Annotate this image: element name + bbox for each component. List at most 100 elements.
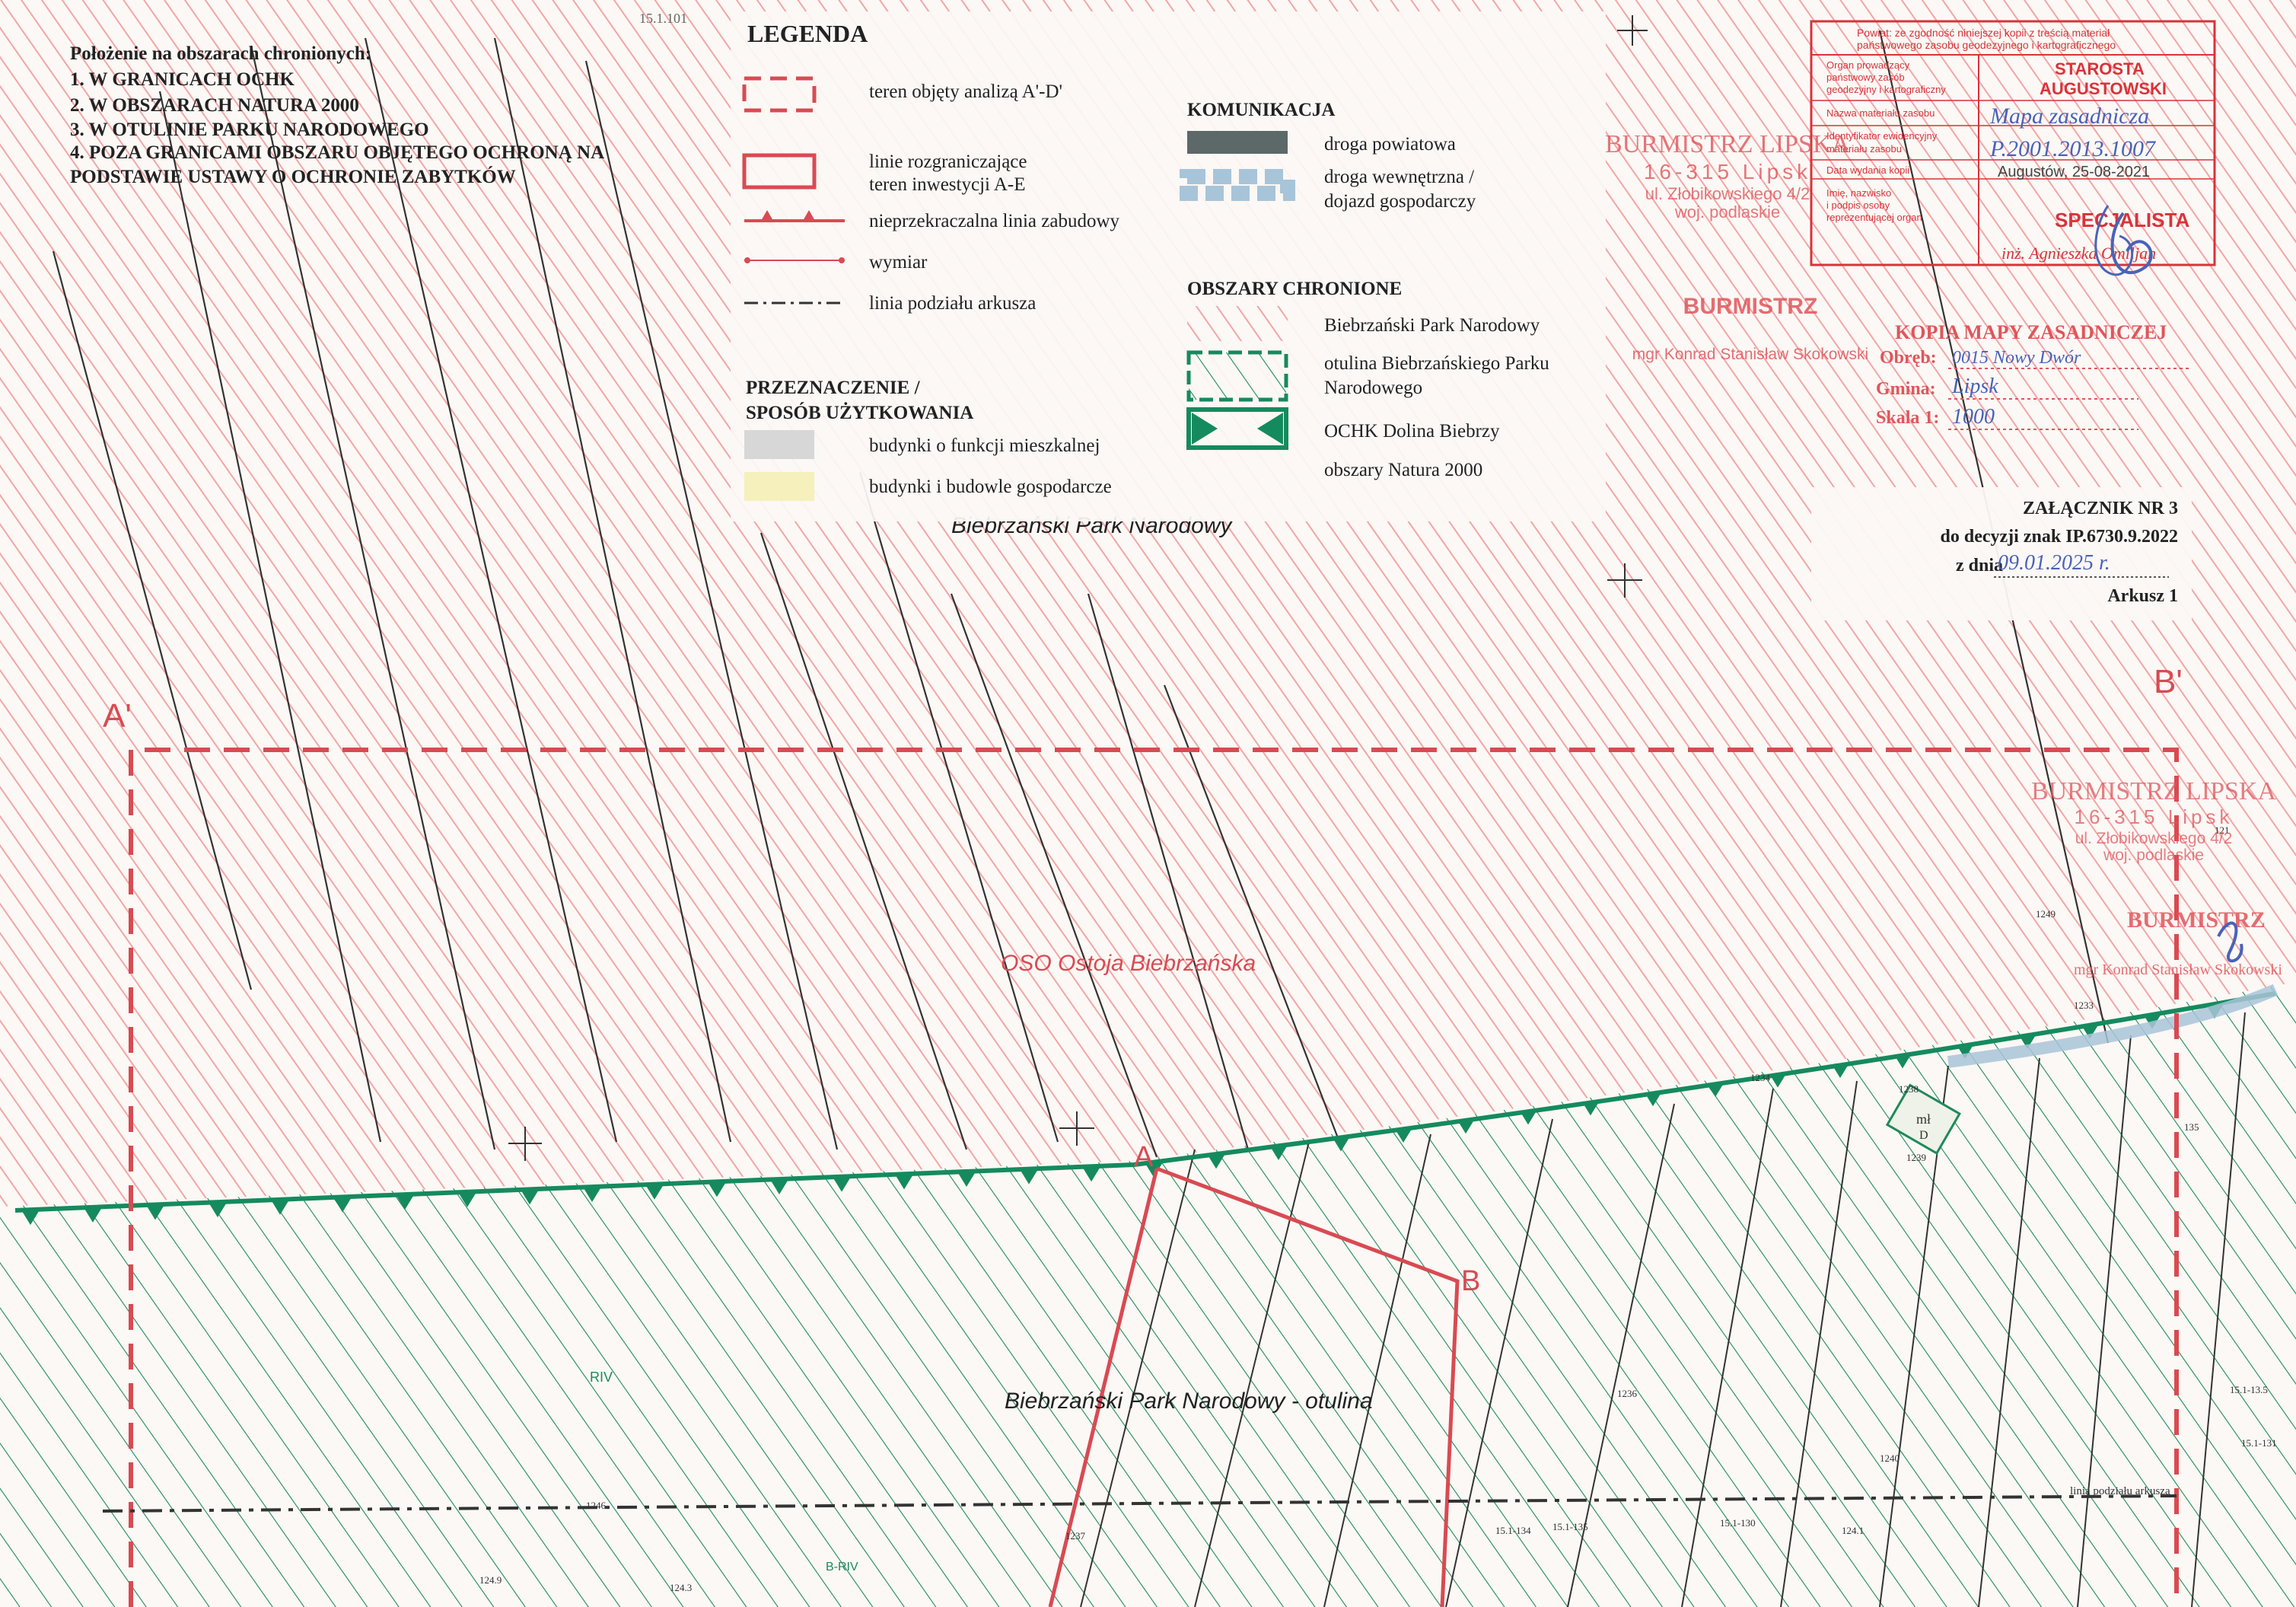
- legend-internal-road-label-1: droga wewnętrzna /: [1324, 167, 1474, 187]
- cert-map-name: Mapa zasadnicza: [1989, 104, 2149, 129]
- copy-scale-value: 1000: [1952, 405, 1995, 429]
- mayor-sign-top: BURMISTRZ mgr Konrad Stanisław Skokowski: [1632, 294, 1868, 363]
- building-line-marker: [1832, 1064, 1849, 1079]
- sheet-division-line: [102, 1494, 2177, 1513]
- legend-national-park-symbol: [1187, 306, 1288, 341]
- annex-title: ZAŁĄCZNIK NR 3: [2023, 499, 2178, 518]
- mayor-sign-right-title: BURMISTRZ: [2127, 907, 2266, 933]
- legend-ochk-symbol: [1186, 407, 1288, 450]
- parcel-number: 1246: [586, 1500, 607, 1511]
- building-line-marker: [1270, 1146, 1287, 1160]
- mayor-sign-top-title: BURMISTRZ: [1683, 294, 1818, 319]
- building-line-marker: [1645, 1092, 1661, 1107]
- cert-line-1: Powiat: ze zgodność niniejszej kopii z t…: [1857, 27, 2110, 39]
- parcel-number: 15.1-134: [1495, 1525, 1531, 1536]
- point-b: B: [1461, 1265, 1480, 1297]
- legend-boundary-label-2: teren inwestycji A-E: [869, 174, 1026, 195]
- annex-decision: do decyzji znak IP.6730.9.2022: [1941, 527, 2178, 547]
- cert-signature: [2110, 212, 2153, 274]
- building-line-marker: [1395, 1128, 1412, 1143]
- annex-sheet: Arkusz 1: [2107, 586, 2178, 606]
- position-item-1: 1. W GRANICACH OCHK: [70, 69, 295, 90]
- parcel-numbers: 121 1249 1233 1234 1238 1239 135 1236 15.1-13.5 1…: [479, 824, 2277, 1593]
- cert-label-10: reprezentującej organ: [1826, 212, 1922, 223]
- building-line-marker: [709, 1183, 725, 1197]
- point-a: A: [1134, 1141, 1154, 1173]
- parcel-number: 1233: [2074, 1000, 2094, 1011]
- cert-place-date: Augustów, 25-08-2021: [1998, 164, 2150, 180]
- buffer-label: Biebrzański Park Narodowy - otulina: [1005, 1389, 1373, 1414]
- legend-buffer-symbol: [1186, 350, 1288, 402]
- mayor-right-postal: 16-315 Lipsk: [2075, 805, 2234, 828]
- legend-buffer-label-2: Narodowego: [1324, 378, 1422, 398]
- building-line-marker: [1208, 1155, 1224, 1169]
- cert-label-7: Data wydania kopii: [1826, 164, 1909, 176]
- mayor-top-postal: 16-315 Lipsk: [1644, 160, 1811, 183]
- cert-title: SPECJALISTA: [2055, 209, 2189, 231]
- mayor-right-region: woj. podlaskie: [2103, 847, 2204, 864]
- legend-building-line-symbol: [744, 210, 845, 222]
- building-line-marker: [584, 1188, 600, 1203]
- legend-internal-road-symbol: [1180, 169, 1295, 201]
- building-line-marker: [2081, 1025, 2098, 1039]
- parcel-number: 1237: [1065, 1530, 1086, 1542]
- parcel-lines-north: [52, 30, 2110, 1158]
- copy-obreb-value: 0015 Nowy Dwór: [1952, 348, 2081, 368]
- sheet-line-label: linia podziału arkusza: [2070, 1485, 2170, 1497]
- parcel-number: 1234: [1750, 1072, 1771, 1083]
- mayor-signature-right: [2217, 921, 2243, 963]
- building-line-marker: [771, 1181, 788, 1195]
- investment-boundary: [1048, 1166, 1460, 1607]
- parcel-number: 1240: [1880, 1452, 1900, 1464]
- building-line-marker: [1021, 1170, 1037, 1185]
- cert-label-2: państwowy zasób: [1826, 72, 1905, 83]
- annex-date-value: 09.01.2025 r.: [1998, 551, 2110, 575]
- mayor-right-name: BURMISTRZ LIPSKA: [2031, 777, 2277, 805]
- legend-communication-title: KOMUNIKACJA: [1187, 100, 1335, 120]
- copy-gmina-label: Gmina:: [1876, 379, 1936, 399]
- parcel-number: 1238: [1899, 1083, 1919, 1095]
- point-a-prime: A': [103, 697, 132, 735]
- legend-protected-title: OBSZARY CHRONIONE: [1187, 279, 1402, 299]
- natura-label: OSO Ostoja Biebrzańska: [1001, 951, 1256, 976]
- building-line-marker: [1582, 1102, 1599, 1116]
- mayor-stamp-top: BURMISTRZ LIPSKA 16-315 Lipsk ul. Złobik…: [1605, 130, 1851, 222]
- copy-title: KOPIA MAPY ZASADNICZEJ: [1895, 321, 2167, 343]
- parcel-number: 1236: [1617, 1388, 1638, 1399]
- parcel-number: 124.3: [670, 1582, 692, 1593]
- building-line-marker: [896, 1175, 912, 1190]
- building-line-marker: [147, 1206, 164, 1220]
- legend-internal-road-label-2: dojazd gospodarczy: [1324, 191, 1476, 212]
- building-label: mł: [1916, 1111, 1931, 1127]
- legend-district-road-label: droga powiatowa: [1324, 134, 1456, 155]
- legend-natura-label: obszary Natura 2000: [1324, 460, 1482, 480]
- position-item-4: 4. POZA GRANICAMI OBSZARU OBJĘTEGO OCHRO…: [70, 142, 604, 163]
- cert-label-5: Identyfikator ewidencyjny: [1826, 130, 1938, 142]
- copy-obreb-label: Obręb:: [1880, 348, 1937, 368]
- mayor-top-region: woj. podlaskie: [1674, 202, 1780, 222]
- building-line-marker: [1894, 1054, 1911, 1069]
- legend-residential-symbol: [744, 430, 814, 459]
- mayor-sign-right-person: mgr Konrad Stanisław Skokowski: [2074, 961, 2282, 978]
- park-buffer-hatch: [0, 982, 2296, 1607]
- cert-ref: P.2001.2013.1007: [1989, 136, 2157, 161]
- cert-organ: STAROSTA: [2055, 59, 2145, 78]
- sheet-reference: 15.1.101: [639, 11, 687, 26]
- legend-sheet-division-label: linia podziału arkusza: [869, 293, 1036, 314]
- building-line-marker: [1520, 1111, 1537, 1125]
- legend-buffer-label-1: otulina Biebrzańskiego Parku: [1324, 353, 1549, 374]
- copy-gmina-value: Lipsk: [1951, 375, 1998, 398]
- mayor-sign-right: BURMISTRZ mgr Konrad Stanisław Skokowski: [2074, 907, 2282, 978]
- parcel-number: 121: [2215, 824, 2230, 836]
- mayor-sign-top-person: mgr Konrad Stanisław Skokowski: [1632, 346, 1868, 363]
- parcel-number: 135: [2184, 1121, 2199, 1133]
- building-line-marker: [84, 1208, 101, 1223]
- legend-analysis-symbol: [742, 76, 817, 113]
- building-line-marker: [272, 1200, 288, 1215]
- cert-label-8: Imię, nazwisko: [1826, 187, 1891, 199]
- building-line-marker: [521, 1191, 538, 1205]
- legend-title: LEGENDA: [747, 20, 868, 47]
- parcel-number: 1239: [1906, 1152, 1926, 1163]
- certification-stamp: Powiat: ze zgodność niniejszej kopii z t…: [1810, 20, 2216, 274]
